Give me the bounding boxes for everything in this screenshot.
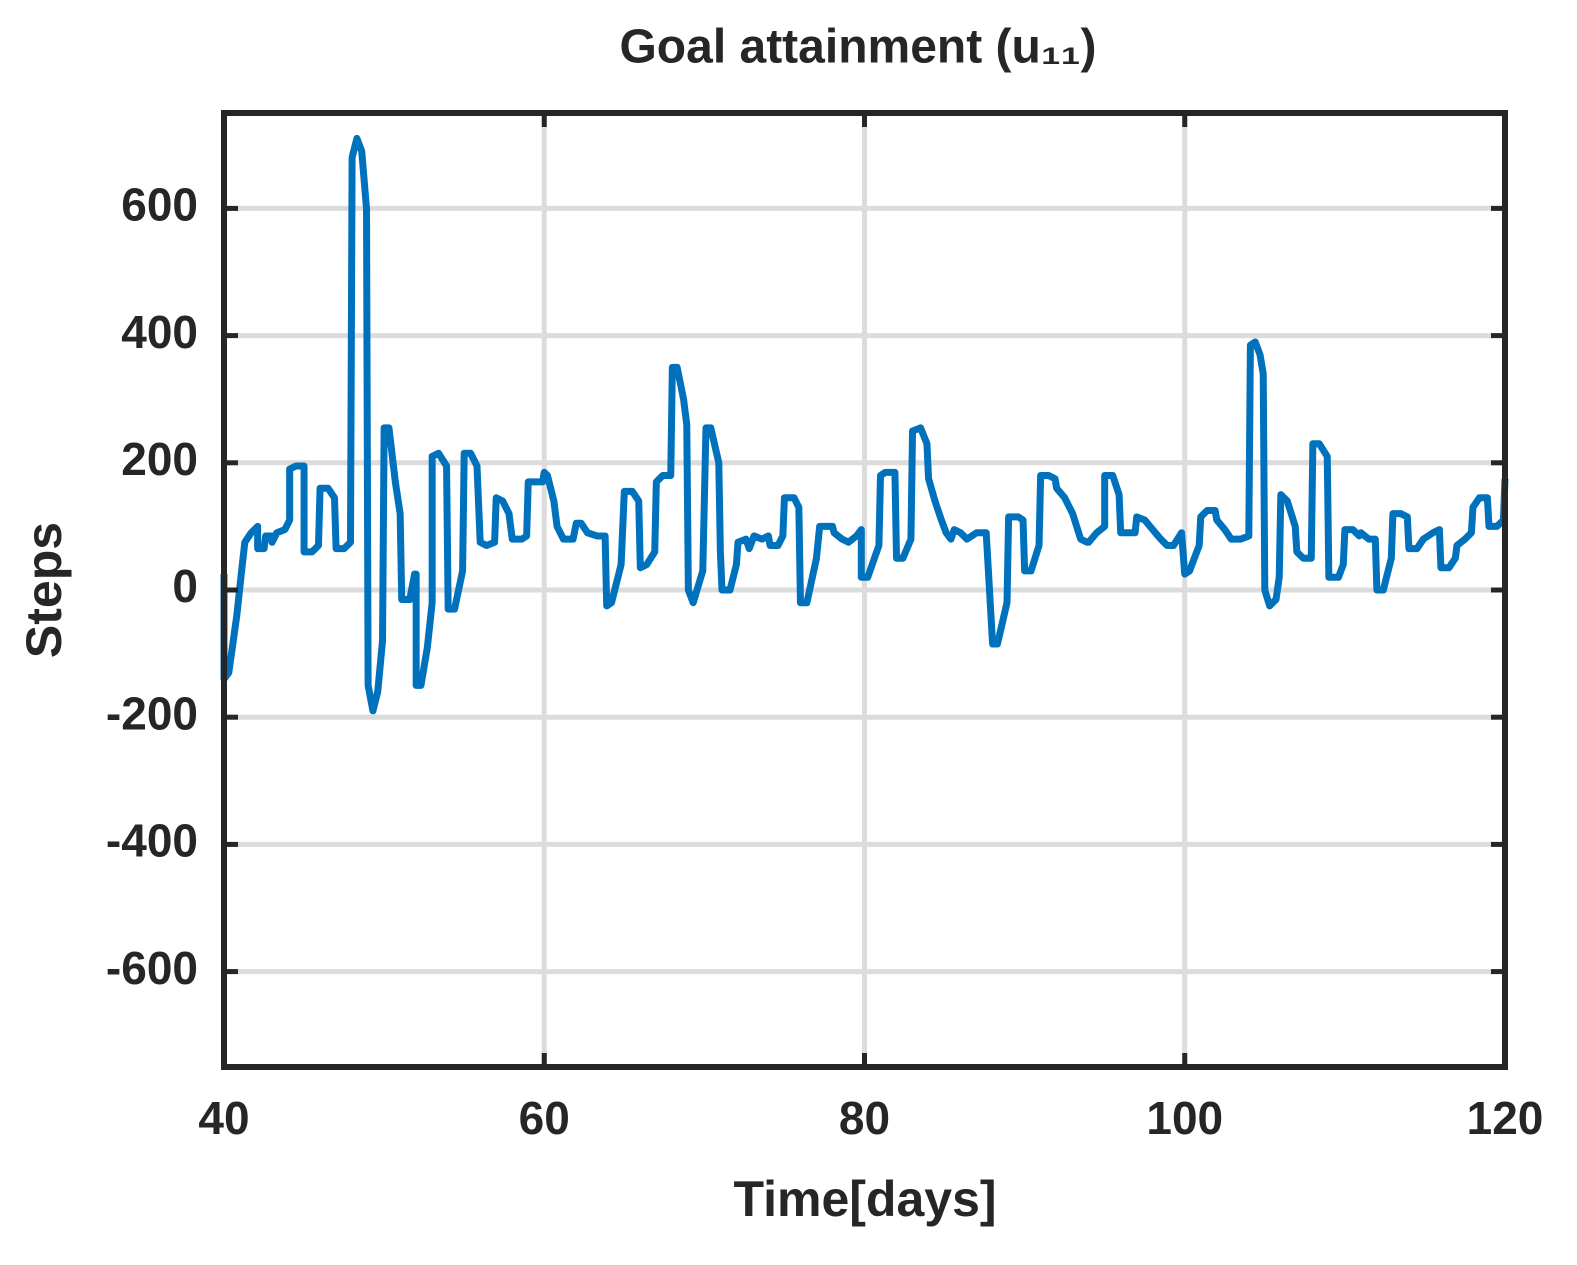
x-tick-label: 80 — [839, 1092, 890, 1144]
y-tick-label: -200 — [106, 687, 198, 739]
y-tick-label: 200 — [121, 433, 198, 485]
y-tick-label: 400 — [121, 306, 198, 358]
x-tick-label: 100 — [1146, 1092, 1223, 1144]
y-axis-label: Steps — [16, 522, 72, 658]
x-axis-label: Time[days] — [733, 1171, 996, 1227]
chart-title: Goal attainment (u₁₁) — [619, 21, 1096, 74]
data-line — [220, 134, 1509, 715]
x-tick-label: 40 — [198, 1092, 249, 1144]
y-tick-label: 600 — [121, 179, 198, 231]
x-tick-label: 120 — [1467, 1092, 1544, 1144]
x-tick-label: 60 — [519, 1092, 570, 1144]
y-tick-label: -400 — [106, 815, 198, 867]
y-tick-label: 0 — [172, 560, 198, 612]
y-tick-label: -600 — [106, 942, 198, 994]
